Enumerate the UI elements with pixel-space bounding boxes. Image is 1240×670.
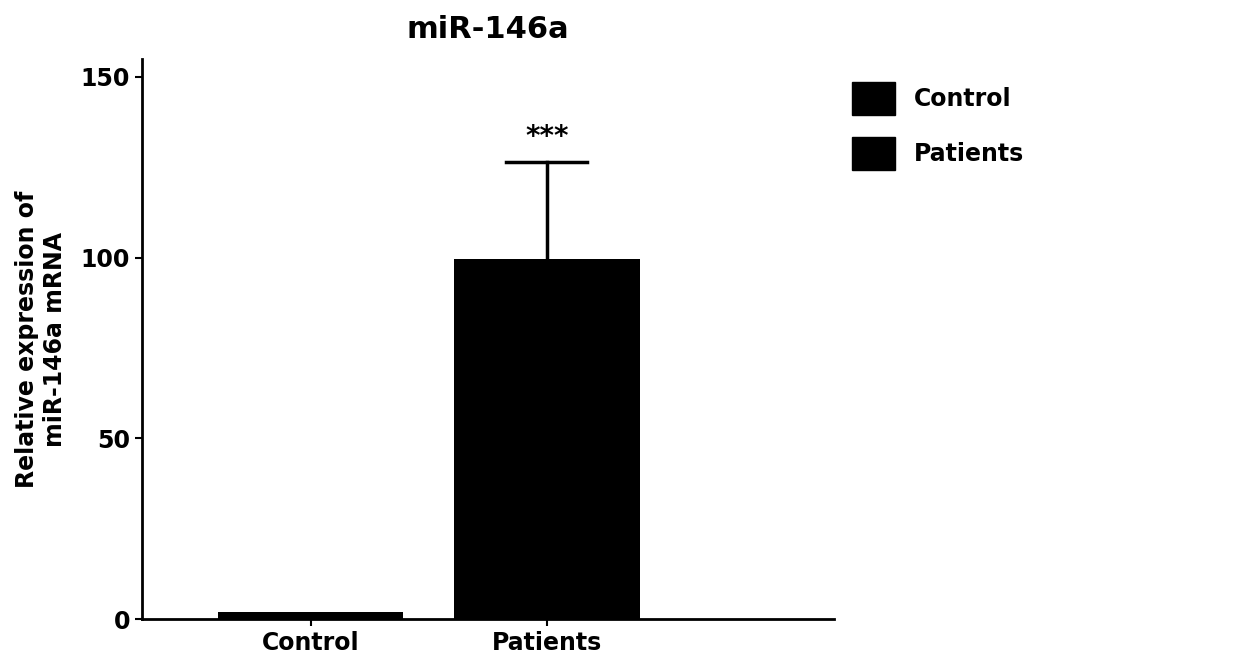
Text: ***: *** — [525, 123, 568, 151]
Bar — [218, 612, 403, 619]
Bar — [454, 259, 640, 619]
Legend: Control, Patients: Control, Patients — [852, 82, 1024, 170]
Title: miR-146a: miR-146a — [407, 15, 569, 44]
Y-axis label: Relative expression of
miR-146a mRNA: Relative expression of miR-146a mRNA — [15, 190, 67, 488]
